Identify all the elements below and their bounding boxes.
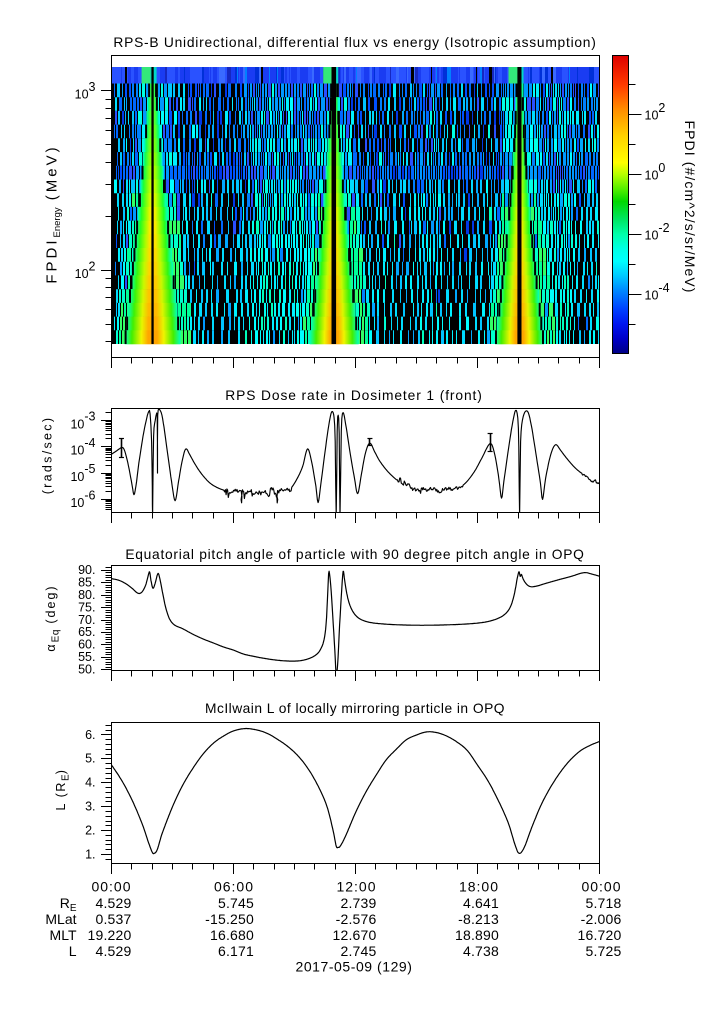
svg-text:2.739: 2.739 bbox=[340, 895, 376, 911]
svg-text:RPS Dose rate in Dosimeter 1: RPS Dose rate in Dosimeter 1 (front) bbox=[225, 388, 482, 403]
svg-text:5.745: 5.745 bbox=[218, 895, 254, 911]
svg-text:50.: 50. bbox=[78, 663, 95, 677]
svg-text:6.171: 6.171 bbox=[218, 943, 254, 959]
svg-text:00:00: 00:00 bbox=[91, 879, 131, 895]
svg-text:McIlwain L of locally mirrorin: McIlwain L of locally mirroring particle… bbox=[205, 701, 505, 716]
svg-text:2.: 2. bbox=[85, 823, 95, 837]
svg-text:4.641: 4.641 bbox=[463, 895, 499, 911]
svg-text:18:00: 18:00 bbox=[459, 879, 499, 895]
svg-text:85.: 85. bbox=[78, 576, 95, 590]
svg-text:-2.576: -2.576 bbox=[336, 911, 377, 927]
svg-text:-8.213: -8.213 bbox=[458, 911, 499, 927]
svg-text:4.529: 4.529 bbox=[95, 895, 131, 911]
svg-text:60.: 60. bbox=[78, 638, 95, 652]
svg-text:5.718: 5.718 bbox=[585, 895, 621, 911]
svg-text:-2.006: -2.006 bbox=[581, 911, 622, 927]
svg-text:3.: 3. bbox=[85, 800, 95, 814]
svg-text:5.: 5. bbox=[85, 752, 95, 766]
svg-text:L: L bbox=[69, 943, 77, 959]
svg-text:4.: 4. bbox=[85, 776, 95, 790]
svg-text:FPDIEnergy (MeV): FPDIEnergy (MeV) bbox=[44, 144, 64, 283]
svg-text:RPS-B Unidirectional, differe: RPS-B Unidirectional, differential flux … bbox=[113, 35, 596, 50]
svg-text:12.670: 12.670 bbox=[332, 927, 376, 943]
svg-text:5.725: 5.725 bbox=[585, 943, 621, 959]
svg-text:70.: 70. bbox=[78, 613, 95, 627]
svg-text:-15.250: -15.250 bbox=[205, 911, 254, 927]
svg-text:MLT: MLT bbox=[50, 927, 77, 943]
svg-text:6.: 6. bbox=[85, 728, 95, 742]
svg-text:2017-05-09 (129): 2017-05-09 (129) bbox=[296, 959, 413, 975]
svg-text:2.745: 2.745 bbox=[340, 943, 376, 959]
svg-text:65.: 65. bbox=[78, 625, 95, 639]
svg-text:FPDI (#/cm^2/s/sr/MeV): FPDI (#/cm^2/s/sr/MeV) bbox=[682, 120, 698, 293]
svg-text:MLat: MLat bbox=[45, 911, 76, 927]
svg-text:06:00: 06:00 bbox=[214, 879, 254, 895]
svg-text:16.680: 16.680 bbox=[210, 927, 254, 943]
svg-text:90.: 90. bbox=[78, 563, 95, 577]
svg-text:(rads/sec): (rads/sec) bbox=[41, 416, 55, 495]
svg-text:16.720: 16.720 bbox=[577, 927, 621, 943]
svg-text:80.: 80. bbox=[78, 588, 95, 602]
svg-text:4.738: 4.738 bbox=[463, 943, 499, 959]
svg-text:18.890: 18.890 bbox=[455, 927, 499, 943]
svg-text:12:00: 12:00 bbox=[336, 879, 376, 895]
svg-text:75.: 75. bbox=[78, 600, 95, 614]
svg-text:αEq (deg): αEq (deg) bbox=[44, 584, 62, 651]
svg-text:00:00: 00:00 bbox=[581, 879, 621, 895]
svg-text:1.: 1. bbox=[85, 847, 95, 861]
svg-text:19.220: 19.220 bbox=[87, 927, 131, 943]
svg-text:0.537: 0.537 bbox=[95, 911, 131, 927]
svg-text:Equatorial pitch angle of part: Equatorial pitch angle of particle with … bbox=[125, 547, 584, 562]
svg-text:4.529: 4.529 bbox=[95, 943, 131, 959]
svg-text:55.: 55. bbox=[78, 650, 95, 664]
